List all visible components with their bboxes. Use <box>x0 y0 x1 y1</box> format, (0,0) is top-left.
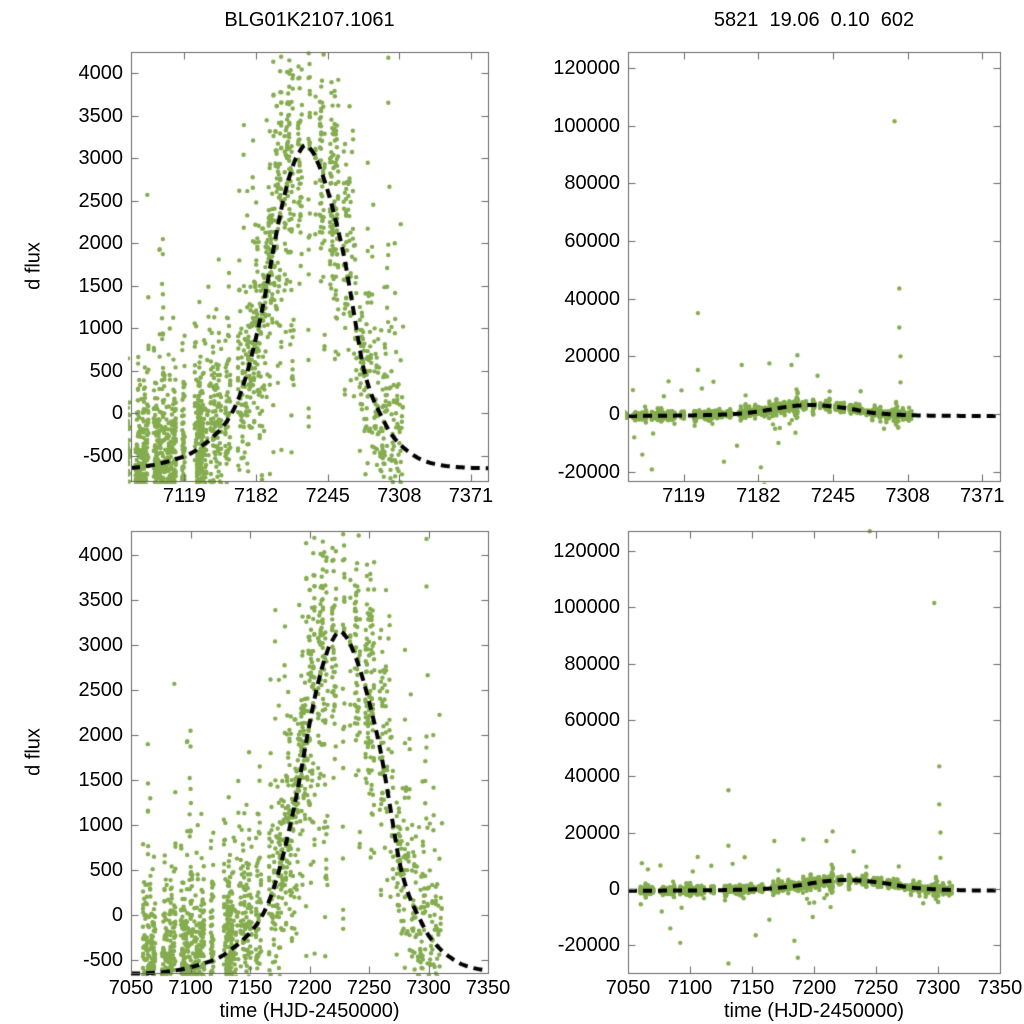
x-tick-label: 7300 <box>406 977 451 999</box>
x-tick-label: 7245 <box>305 485 350 507</box>
x-tick-label: 7100 <box>667 977 713 999</box>
x-tick-label: 7300 <box>915 977 961 999</box>
y-tick-label: -20000 <box>557 934 620 957</box>
x-tick-label: 7100 <box>168 977 213 999</box>
y-tick-label: 2500 <box>78 189 124 212</box>
x-tick-label: 7250 <box>853 977 899 999</box>
y-tick-label: 2000 <box>78 723 124 746</box>
y-tick-label: 3500 <box>78 104 124 127</box>
y-tick-label: 3500 <box>78 589 124 612</box>
x-tick-label: 7308 <box>377 485 422 507</box>
x-axis-title-bottom-right: time (HJD-2450000) <box>723 1000 905 1022</box>
x-tick-label: 7308 <box>885 485 930 507</box>
y-tick-label: -500 <box>82 948 123 971</box>
y-tick-label: 120000 <box>553 539 620 562</box>
x-tick-label: 7350 <box>977 977 1023 999</box>
y-tick-label: 60000 <box>564 708 620 731</box>
y-tick-label: 4000 <box>78 62 124 85</box>
y-tick-label: 20000 <box>564 345 620 368</box>
y-tick-label: 80000 <box>564 172 620 195</box>
y-tick-label: 2500 <box>78 679 124 701</box>
y-tick-label: 100000 <box>553 596 620 619</box>
y-tick-label: 80000 <box>564 652 620 675</box>
y-tick-label: 1500 <box>78 274 124 297</box>
y-tick-label: 0 <box>111 402 123 425</box>
y-tick-label: 500 <box>89 359 123 382</box>
y-tick-label: 1000 <box>78 813 124 836</box>
y-tick-label: 100000 <box>553 114 620 137</box>
x-tick-label: 7350 <box>465 977 511 999</box>
y-tick-label: 120000 <box>553 56 620 79</box>
y-tick-label: 500 <box>89 858 123 881</box>
x-tick-label: 7119 <box>162 485 206 507</box>
x-tick-label: 7050 <box>108 977 154 999</box>
y-tick-label: 3000 <box>78 147 124 170</box>
x-tick-label: 7150 <box>227 977 273 999</box>
y-tick-label: 40000 <box>564 287 620 310</box>
y-tick-label: 20000 <box>564 821 620 844</box>
x-tick-label: 7245 <box>810 485 856 507</box>
y-tick-label: -20000 <box>557 460 620 483</box>
y-tick-label: 0 <box>608 877 620 900</box>
panel-title-left: BLG01K2107.1061 <box>224 9 395 31</box>
y-tick-label: 1500 <box>78 768 124 791</box>
x-axis-title-bottom-left: time (HJD-2450000) <box>219 1000 400 1022</box>
x-tick-label: 7371 <box>959 485 1005 507</box>
x-tick-label: 7200 <box>791 977 837 999</box>
y-tick-label: 4000 <box>78 544 124 567</box>
x-tick-label: 7182 <box>233 485 279 507</box>
y-tick-label: 2000 <box>78 232 124 255</box>
x-tick-label: 7119 <box>662 485 706 507</box>
y-tick-label: 3000 <box>78 634 124 657</box>
x-tick-label: 7250 <box>346 977 392 999</box>
x-tick-label: 7371 <box>448 485 494 507</box>
y-tick-label: -500 <box>82 444 123 467</box>
y-tick-label: 0 <box>608 403 620 426</box>
x-tick-label: 7050 <box>605 977 651 999</box>
y-tick-label: 1000 <box>78 317 124 340</box>
x-tick-label: 7200 <box>287 977 332 999</box>
panel-title-right: 5821 19.06 0.10 602 <box>713 9 915 31</box>
y-tick-label: 0 <box>111 903 123 926</box>
x-tick-label: 7150 <box>729 977 775 999</box>
y-tick-label: 40000 <box>564 765 620 788</box>
x-tick-label: 7182 <box>736 485 781 507</box>
y-tick-label: 60000 <box>564 229 620 252</box>
